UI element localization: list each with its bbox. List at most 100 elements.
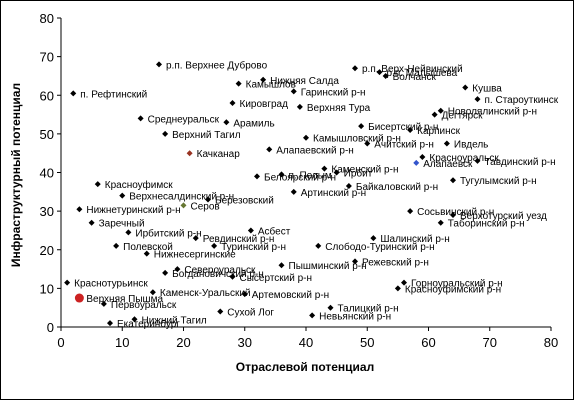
data-label: Североуральск bbox=[184, 265, 256, 276]
data-point bbox=[309, 312, 316, 319]
data-label: Каменский р-н bbox=[331, 165, 398, 176]
data-label: Красноуфимский р-н bbox=[405, 283, 501, 295]
data-point bbox=[443, 140, 450, 147]
data-point bbox=[401, 279, 407, 286]
data-label: Дегтярск bbox=[442, 111, 484, 122]
data-label: Верхний Тагил bbox=[172, 130, 241, 141]
data-label: Шалинский р-н bbox=[380, 234, 449, 245]
data-point bbox=[229, 273, 236, 280]
data-label: Ивдель bbox=[454, 140, 489, 151]
data-label: Богдановичский р-н bbox=[172, 269, 264, 280]
data-label: Таборинский р-н bbox=[448, 218, 525, 230]
data-point bbox=[352, 258, 358, 265]
data-point bbox=[235, 80, 242, 87]
x-axis-title: Отраслевой потенциал bbox=[236, 360, 374, 374]
data-point bbox=[192, 235, 199, 242]
data-label: п. Староуткинск bbox=[485, 95, 559, 106]
data-point bbox=[437, 219, 444, 226]
data-label: Березовский bbox=[215, 196, 274, 207]
data-label: Байкаловский р-н bbox=[356, 182, 438, 193]
data-label: р.п. Верх-Нейвинский bbox=[362, 64, 463, 75]
x-tick-label: 30 bbox=[238, 335, 252, 350]
y-tick-label: 70 bbox=[40, 50, 54, 65]
data-label: Камышлов bbox=[246, 80, 296, 91]
x-axis-ticks: 0 10 20 30 40 50 60 70 80 bbox=[57, 327, 558, 350]
data-label: Верхняя Тура bbox=[307, 103, 371, 114]
x-tick-label: 60 bbox=[421, 335, 435, 350]
data-label: Слободо-Туринский р-н bbox=[325, 241, 434, 253]
data-label: Заречный bbox=[99, 219, 145, 230]
data-point bbox=[247, 227, 254, 234]
data-label: Алапаевск bbox=[423, 159, 473, 170]
data-point bbox=[100, 300, 107, 307]
data-point bbox=[107, 320, 113, 327]
data-point bbox=[113, 242, 120, 249]
data-point bbox=[407, 208, 414, 215]
data-label: Верхотурский уезд bbox=[460, 211, 547, 222]
data-label: Нижнесергинские bbox=[154, 250, 236, 261]
data-point bbox=[70, 90, 77, 97]
y-tick-label: 50 bbox=[40, 127, 54, 142]
y-tick-label: 60 bbox=[40, 88, 54, 103]
data-label: Сысертский р-н bbox=[240, 273, 313, 284]
data-point bbox=[407, 127, 414, 134]
data-label: Каменск-Уральский bbox=[160, 288, 251, 299]
data-label: Краснотурьинск bbox=[74, 279, 148, 290]
y-tick-label: 30 bbox=[40, 204, 54, 219]
data-label: Сухой Лог bbox=[227, 308, 274, 319]
data-label: Волчанск bbox=[393, 72, 437, 83]
data-label: Нижнетуринский р-н bbox=[86, 205, 180, 216]
data-label: Екатеринбург bbox=[117, 318, 180, 330]
x-tick-label: 20 bbox=[176, 335, 190, 350]
data-label: Сосьвинский р-н bbox=[417, 207, 494, 218]
data-point bbox=[437, 107, 444, 114]
data-label: Кушва bbox=[472, 84, 502, 95]
data-point bbox=[64, 279, 71, 286]
data-point bbox=[315, 242, 322, 249]
data-point bbox=[180, 202, 187, 209]
data-point bbox=[241, 291, 248, 298]
data-point bbox=[223, 119, 230, 126]
data-point bbox=[431, 111, 438, 118]
data-label: Верхнесалдинский р-н bbox=[129, 192, 234, 203]
data-label: Тавдинский р-н bbox=[485, 157, 556, 168]
data-point bbox=[266, 146, 273, 153]
data-label: Невьянский р-н bbox=[319, 311, 391, 322]
data-label: Ачитский р-н bbox=[374, 140, 434, 151]
y-tick-label: 0 bbox=[47, 320, 54, 335]
data-point bbox=[88, 219, 95, 226]
x-tick-label: 70 bbox=[483, 335, 497, 350]
y-axis-title: Инфраструктурный потенциал bbox=[9, 83, 23, 267]
data-point bbox=[382, 72, 389, 79]
data-point bbox=[474, 157, 481, 164]
data-label: Алапаевский р-н bbox=[276, 145, 354, 156]
data-label: Режевский р-н bbox=[362, 257, 429, 268]
data-point bbox=[303, 134, 309, 141]
x-tick-label: 80 bbox=[544, 335, 558, 350]
data-point bbox=[394, 285, 401, 292]
x-tick-label: 50 bbox=[360, 335, 374, 350]
data-point bbox=[149, 289, 156, 296]
y-axis-ticks: 0 10 20 30 40 50 60 70 80 bbox=[40, 11, 61, 335]
data-point bbox=[358, 123, 365, 130]
data-label: п. Рефтинский bbox=[80, 88, 147, 100]
data-point bbox=[74, 293, 84, 303]
data-point bbox=[352, 65, 358, 72]
data-point bbox=[174, 266, 181, 273]
data-label: Среднеуральск bbox=[148, 114, 220, 125]
data-label: Гаринский р-н bbox=[301, 87, 366, 98]
data-label: Полевской bbox=[123, 242, 173, 253]
data-point bbox=[327, 304, 334, 311]
data-point bbox=[186, 150, 193, 157]
data-point bbox=[211, 242, 218, 249]
data-point bbox=[333, 169, 340, 176]
data-label: Первоуральск bbox=[111, 300, 177, 311]
data-label: Асбест bbox=[258, 225, 291, 237]
x-tick-label: 0 bbox=[57, 335, 64, 350]
data-label: Карпинск bbox=[417, 126, 460, 137]
data-point bbox=[119, 192, 126, 199]
data-point bbox=[290, 88, 297, 95]
data-label: Бисертский р-н bbox=[368, 122, 438, 133]
